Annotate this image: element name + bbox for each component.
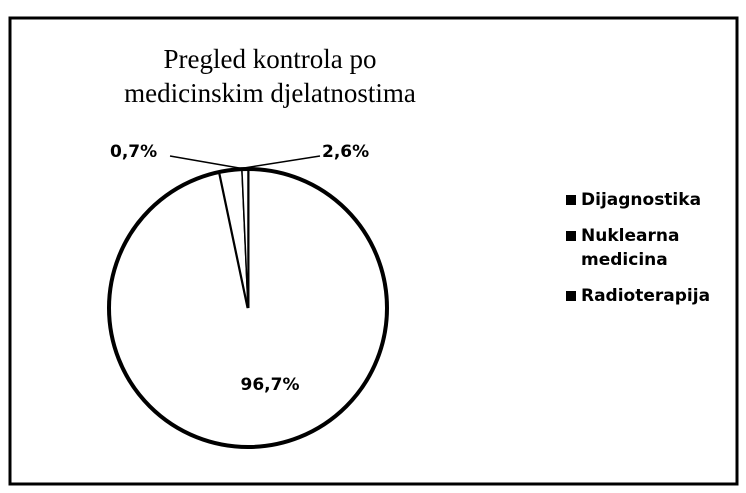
legend-swatch bbox=[566, 291, 576, 301]
legend-label: Dijagnostika bbox=[581, 190, 702, 210]
legend-item: Radioterapija bbox=[566, 284, 736, 308]
data-label: 0,7% bbox=[110, 142, 157, 162]
legend-swatch bbox=[566, 231, 576, 241]
pie-outline bbox=[107, 167, 389, 449]
legend-swatch bbox=[566, 195, 576, 205]
legend-label: Nuklearna medicina bbox=[581, 226, 680, 270]
chart-title: Pregled kontrola po medicinskim djelatno… bbox=[124, 44, 416, 108]
data-label: 96,7% bbox=[241, 375, 300, 395]
data-label: 2,6% bbox=[322, 142, 369, 162]
frame bbox=[8, 16, 739, 486]
legend: Dijagnostika Nuklearna medicina Radioterap… bbox=[566, 188, 736, 320]
legend-item: Nuklearna medicina bbox=[566, 224, 736, 272]
legend-label: Radioterapija bbox=[581, 286, 711, 306]
legend-item: Dijagnostika bbox=[566, 188, 736, 212]
leader-line bbox=[169, 155, 246, 170]
